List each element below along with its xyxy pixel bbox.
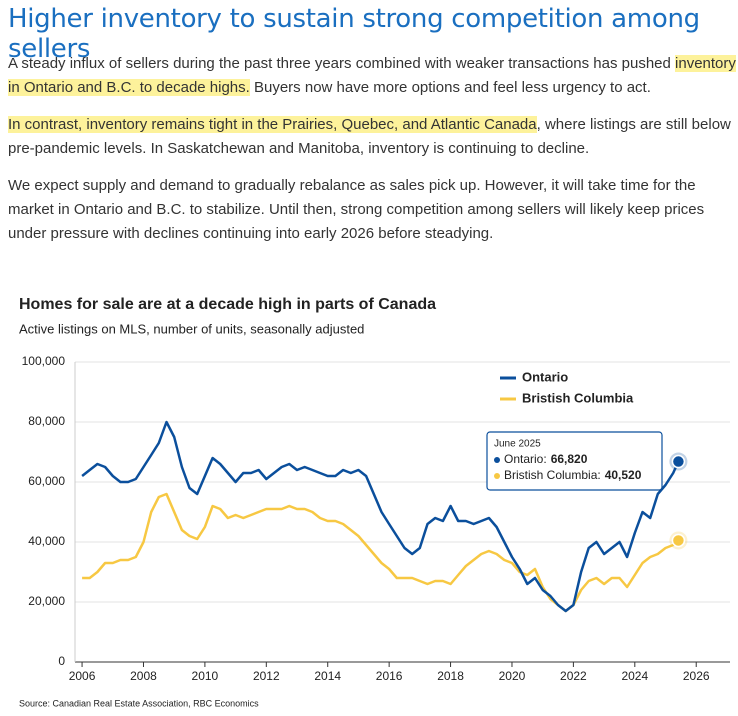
chart-subtitle: Active listings on MLS, number of units,…: [19, 321, 364, 336]
x-tick-label: 2018: [437, 669, 464, 683]
line-series: [82, 492, 680, 613]
tooltip-dot: [494, 473, 500, 479]
tooltip-line: Ontario: 66,820: [504, 452, 588, 466]
x-tick-label: 2008: [130, 669, 157, 683]
x-tick-label: 2016: [376, 669, 403, 683]
page-title: Higher inventory to sustain strong compe…: [8, 4, 700, 64]
tooltip-dot: [494, 457, 500, 463]
y-tick-label: 80,000: [28, 414, 65, 428]
x-tick-label: 2024: [621, 669, 648, 683]
y-tick-label: 20,000: [28, 594, 65, 608]
y-tick-label: 60,000: [28, 474, 65, 488]
tooltip-label: Bristish Columbia:: [504, 468, 601, 482]
text: , where listings are still below pre-pan…: [8, 116, 731, 157]
end-point: [671, 454, 686, 469]
x-tick-label: 2012: [253, 669, 280, 683]
tooltip-value: 66,820: [551, 452, 588, 466]
chart-title: Homes for sale are at a decade high in p…: [19, 296, 436, 313]
x-tick-label: 2022: [560, 669, 587, 683]
paragraph: We expect supply and demand to gradually…: [8, 174, 736, 246]
tooltip-line: Bristish Columbia: 40,520: [504, 468, 642, 482]
tooltip-label: Ontario:: [504, 452, 547, 466]
paragraph: A steady influx of sellers during the pa…: [8, 52, 736, 100]
legend-label: Ontario: [522, 369, 568, 384]
text: Buyers now have more options and feel le…: [249, 79, 651, 96]
legend-label: Bristish Columbia: [522, 390, 634, 405]
x-tick-label: 2020: [499, 669, 526, 683]
text: A steady influx of sellers during the pa…: [8, 55, 676, 72]
paragraphs: A steady influx of sellers during the pa…: [8, 52, 736, 259]
y-tick-label: 0: [58, 654, 65, 668]
source: Source: Canadian Real Estate Association…: [19, 698, 259, 708]
x-tick-label: 2026: [683, 669, 710, 683]
chart: Homes for sale are at a decade high in p…: [19, 296, 730, 708]
y-tick-label: 100,000: [22, 354, 66, 368]
tooltip-box: [486, 431, 663, 491]
tooltip-value: 40,520: [605, 468, 642, 482]
y-tick-label: 40,000: [28, 534, 65, 548]
end-point: [671, 533, 686, 548]
x-tick-label: 2006: [69, 669, 96, 683]
x-tick-label: 2010: [192, 669, 219, 683]
text: We expect supply and demand to gradually…: [8, 177, 705, 242]
line-series: [81, 420, 680, 613]
paragraph: In contrast, inventory remains tight in …: [8, 113, 736, 161]
highlighted-text: In contrast, inventory remains tight in …: [8, 116, 537, 133]
x-tick-label: 2014: [314, 669, 341, 683]
tooltip-title: June 2025: [494, 439, 541, 450]
